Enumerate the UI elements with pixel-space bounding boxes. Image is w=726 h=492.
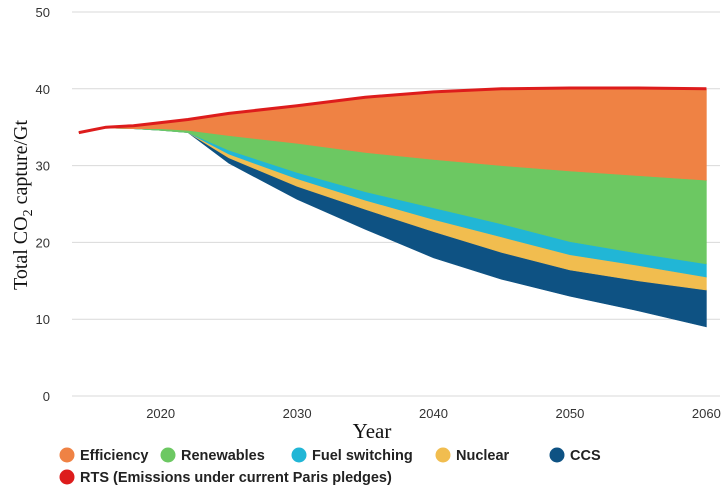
- y-axis-title-main: Total CO: [10, 216, 32, 290]
- x-tick-label: 2050: [555, 406, 584, 421]
- legend-swatch: [435, 447, 451, 463]
- y-tick-label: 50: [36, 5, 50, 20]
- legend-swatch: [160, 447, 176, 463]
- legend-label: RTS (Emissions under current Paris pledg…: [80, 470, 392, 486]
- y-axis-title: Total CO2 capture/Gt: [10, 120, 36, 290]
- y-tick-label: 20: [36, 235, 50, 250]
- legend-label: Nuclear: [456, 448, 510, 464]
- stacked-areas: [78, 87, 707, 328]
- x-tick-label: 2040: [419, 406, 448, 421]
- rts-line: [78, 86, 707, 135]
- x-tick-label: 2030: [283, 406, 312, 421]
- legend-label: Fuel switching: [312, 448, 413, 464]
- y-axis-title-subscript: 2: [21, 209, 36, 216]
- legend-swatch: [291, 447, 307, 463]
- y-tick-label: 10: [36, 312, 50, 327]
- y-axis-title-unit: capture/Gt: [10, 120, 32, 210]
- x-axis-title: Year: [353, 419, 392, 443]
- legend-item-fuel-switching: Fuel switching: [291, 447, 413, 464]
- legend-swatch: [59, 469, 75, 485]
- y-tick-label: 30: [36, 159, 50, 174]
- legend-label: Efficiency: [80, 448, 149, 464]
- legend-swatch: [59, 447, 75, 463]
- legend-item-rts-emissions-under-current-paris-pledges: RTS (Emissions under current Paris pledg…: [59, 469, 392, 486]
- legend-item-ccs: CCS: [549, 447, 601, 464]
- legend-label: Renewables: [181, 448, 265, 464]
- legend: Efficiency Renewables Fuel switching Nuclea…: [59, 447, 601, 486]
- legend-label: CCS: [570, 448, 601, 464]
- legend-item-renewables: Renewables: [160, 447, 265, 464]
- y-tick-label: 40: [36, 82, 50, 97]
- legend-item-efficiency: Efficiency: [59, 447, 149, 464]
- x-tick-label: 2060: [692, 406, 721, 421]
- legend-item-nuclear: Nuclear: [435, 447, 510, 464]
- legend-swatch: [549, 447, 565, 463]
- y-tick-label: 0: [43, 389, 50, 404]
- rts-line-layer: [78, 86, 707, 135]
- x-tick-label: 2020: [146, 406, 175, 421]
